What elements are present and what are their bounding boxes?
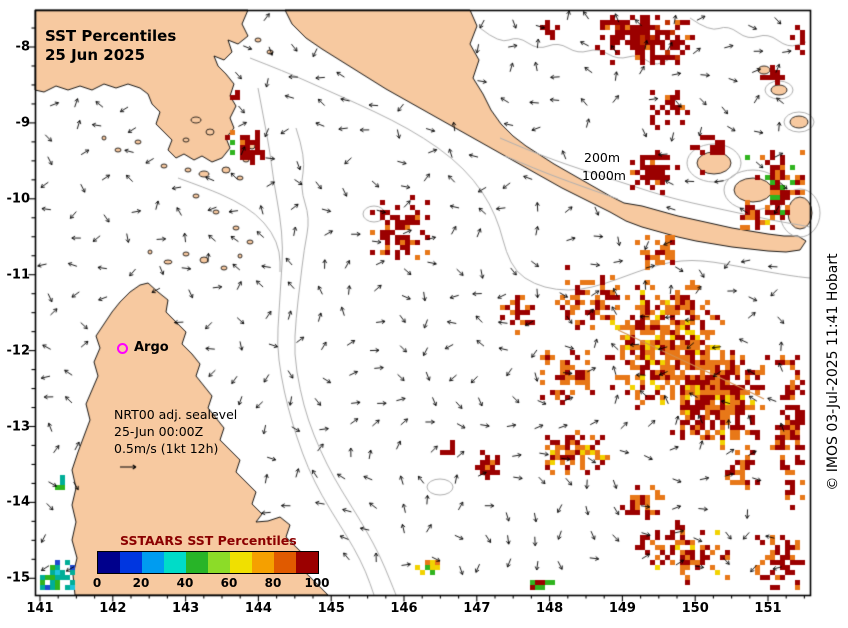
y-tick-label: -9 bbox=[15, 115, 30, 131]
colorbar-segment bbox=[208, 552, 230, 573]
y-tick-label: -8 bbox=[15, 39, 30, 55]
colorbar-segment bbox=[98, 552, 120, 573]
credit-text: © IMOS 03-Jul-2025 11:41 Hobart bbox=[825, 253, 841, 491]
y-tick-label: -10 bbox=[6, 191, 31, 207]
x-tick-label: 149 bbox=[608, 601, 636, 616]
colorbar-segment bbox=[142, 552, 164, 573]
current-annotation-line1: NRT00 adj. sealevel bbox=[114, 407, 238, 422]
argo-float-marker bbox=[117, 343, 128, 354]
colorbar-tick-label: 60 bbox=[220, 576, 238, 590]
colorbar-tick-label: 40 bbox=[176, 576, 194, 590]
colorbar-tick-label: 20 bbox=[132, 576, 150, 590]
x-tick-label: 142 bbox=[99, 601, 127, 616]
x-tick-label: 148 bbox=[536, 601, 564, 616]
argo-label: Argo bbox=[134, 340, 169, 355]
y-tick-label: -15 bbox=[6, 570, 31, 586]
x-tick-label: 145 bbox=[317, 601, 345, 616]
colorbar-segment bbox=[230, 552, 252, 573]
colorbar-segment bbox=[186, 552, 208, 573]
current-annotation-line2: 25-Jun 00:00Z bbox=[114, 424, 204, 439]
depth-label-1000m: 1000m bbox=[582, 168, 626, 183]
colorbar-segment bbox=[274, 552, 296, 573]
x-tick-label: 141 bbox=[26, 601, 54, 616]
colorbar-segment bbox=[164, 552, 186, 573]
colorbar-segment bbox=[120, 552, 142, 573]
x-tick-label: 144 bbox=[244, 601, 272, 616]
colorbar-tick-label: 80 bbox=[264, 576, 282, 590]
colorbar-tick-label: 100 bbox=[304, 576, 330, 590]
y-tick-label: -13 bbox=[6, 419, 31, 434]
colorbar-title: SSTAARS SST Percentiles bbox=[120, 533, 297, 548]
depth-label-200m: 200m bbox=[584, 150, 621, 165]
colorbar-segment bbox=[296, 552, 318, 573]
map-date: 25 Jun 2025 bbox=[45, 46, 146, 64]
current-annotation-line3: 0.5m/s (1kt 12h) bbox=[114, 441, 219, 456]
y-tick-label: -12 bbox=[6, 343, 31, 359]
x-tick-label: 146 bbox=[390, 601, 418, 616]
map-title: SST Percentiles bbox=[45, 27, 177, 45]
x-tick-label: 151 bbox=[754, 601, 782, 616]
x-tick-label: 143 bbox=[172, 601, 200, 616]
colorbar bbox=[97, 551, 319, 574]
colorbar-segment bbox=[252, 552, 274, 573]
x-tick-label: 150 bbox=[681, 601, 709, 616]
x-tick-label: 147 bbox=[463, 601, 491, 616]
y-tick-label: -11 bbox=[6, 267, 31, 283]
y-tick-label: -14 bbox=[6, 494, 31, 510]
colorbar-tick-label: 0 bbox=[92, 576, 102, 590]
